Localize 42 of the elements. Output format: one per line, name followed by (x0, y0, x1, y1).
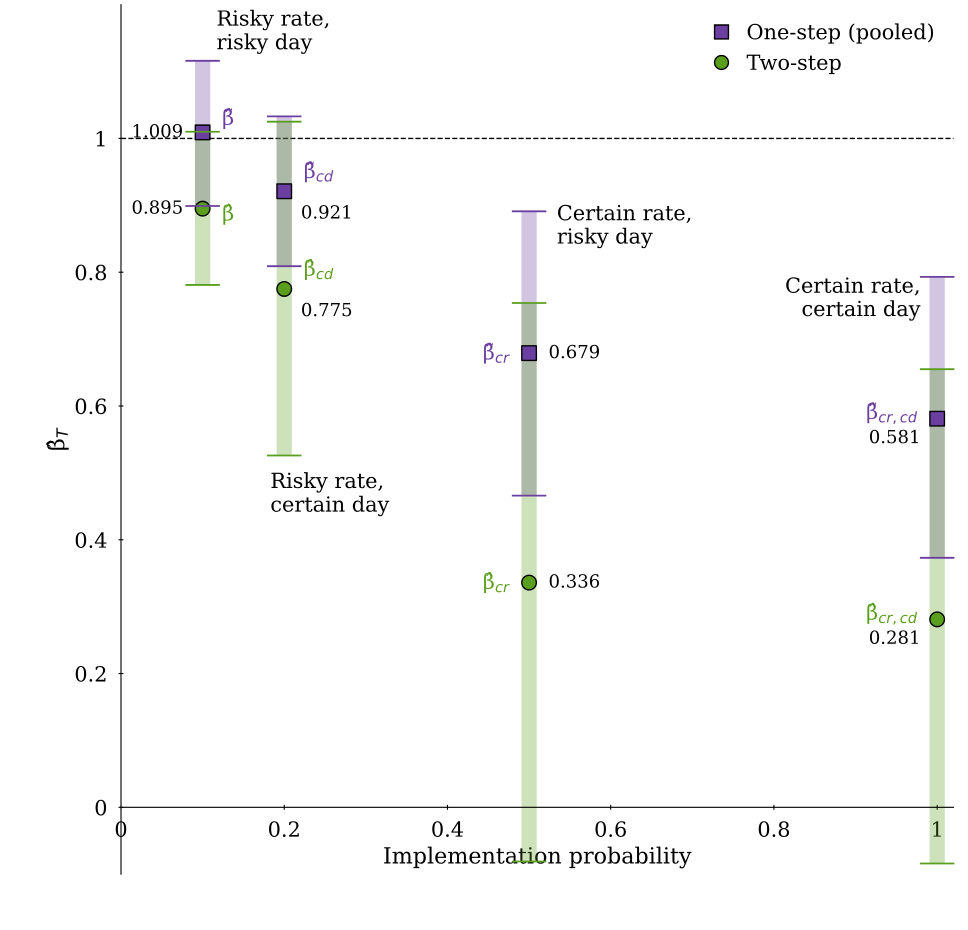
annotation: Certain rate, certain day (786, 277, 920, 321)
data-label: 0.336 (550, 574, 600, 588)
data-label: 0.581 (870, 430, 918, 444)
y-tick-label: 0 (96, 800, 106, 816)
y-tick-label: 0.8 (76, 264, 106, 280)
annotation: β̃̂$_{cr,cd}$ (867, 402, 918, 424)
point (276, 183, 292, 200)
data-label: 0.775 (302, 302, 352, 316)
x-tick-label: 0.8 (758, 821, 790, 837)
y-tick-label: 1 (96, 130, 104, 146)
x-axis-title: Implementation probability (384, 846, 692, 868)
point (929, 410, 946, 427)
y-axis-title: β̂$_{T}$ (46, 428, 69, 450)
point (276, 280, 292, 297)
data-label: 0.921 (302, 205, 350, 219)
annotation: β̂$_{cr,cd}$ (867, 602, 918, 625)
data-label: 1.009 (134, 124, 182, 138)
annotation: β̂ (223, 204, 234, 225)
y-tick-label: 0.4 (76, 532, 106, 548)
annotation: β̂$_{cr}$ (484, 572, 510, 594)
point (521, 345, 538, 362)
annotation: β̃̂$_{cr}$ (484, 342, 510, 364)
legend-label: One-step (pooled) (748, 23, 934, 44)
annotation: β̃̂$_{cd}$ (304, 161, 334, 182)
point (521, 574, 538, 591)
x-tick-label: 1 (933, 821, 941, 837)
data-label: 0.679 (550, 344, 599, 358)
y-tick-label: 0.6 (76, 398, 106, 414)
annotation: Risky rate, certain day (271, 472, 390, 516)
legend-label: Two-step (746, 54, 841, 74)
data-label: 0.281 (870, 630, 918, 644)
annotation: Risky rate, risky day (217, 10, 328, 54)
y-tick-label: 0.2 (76, 666, 106, 682)
x-tick-label: 0.6 (596, 821, 626, 837)
point (194, 124, 211, 140)
annotation: Certain rate, risky day (558, 204, 690, 248)
data-label: 0.895 (132, 200, 182, 214)
annotation: β̂$_{cd}$ (304, 258, 334, 280)
x-tick-label: 0.4 (432, 821, 463, 837)
x-tick-label: 0.2 (269, 821, 299, 837)
annotation: β̃̂ (223, 108, 234, 130)
point (929, 611, 946, 628)
